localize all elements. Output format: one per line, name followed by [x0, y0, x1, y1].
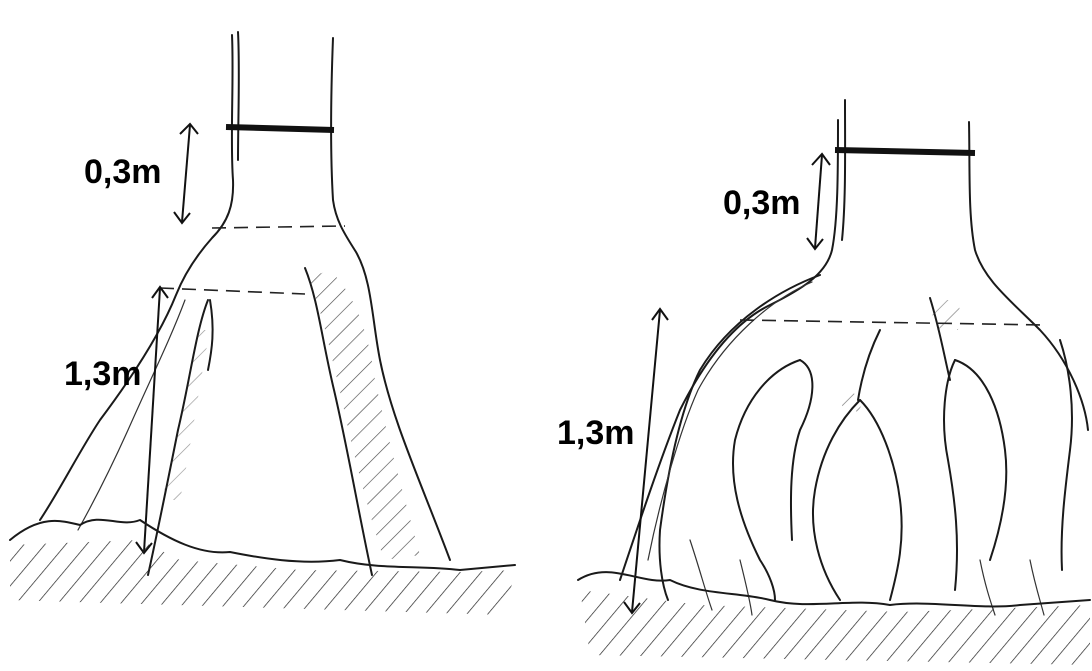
right-tree: [577, 99, 1091, 665]
right-upper-measure-label: 0,3m: [723, 184, 801, 222]
left-tree: [9, 31, 516, 615]
right-lower-measure-label: 1,3m: [557, 414, 635, 452]
right-upper-dimension-arrow: [806, 152, 831, 251]
left-upper-dimension-arrow: [173, 122, 199, 225]
left-lower-measure-label: 1,3m: [64, 355, 142, 393]
left-lower-dimension-arrow: [135, 285, 169, 555]
left-upper-measure-label: 0,3m: [84, 153, 162, 191]
